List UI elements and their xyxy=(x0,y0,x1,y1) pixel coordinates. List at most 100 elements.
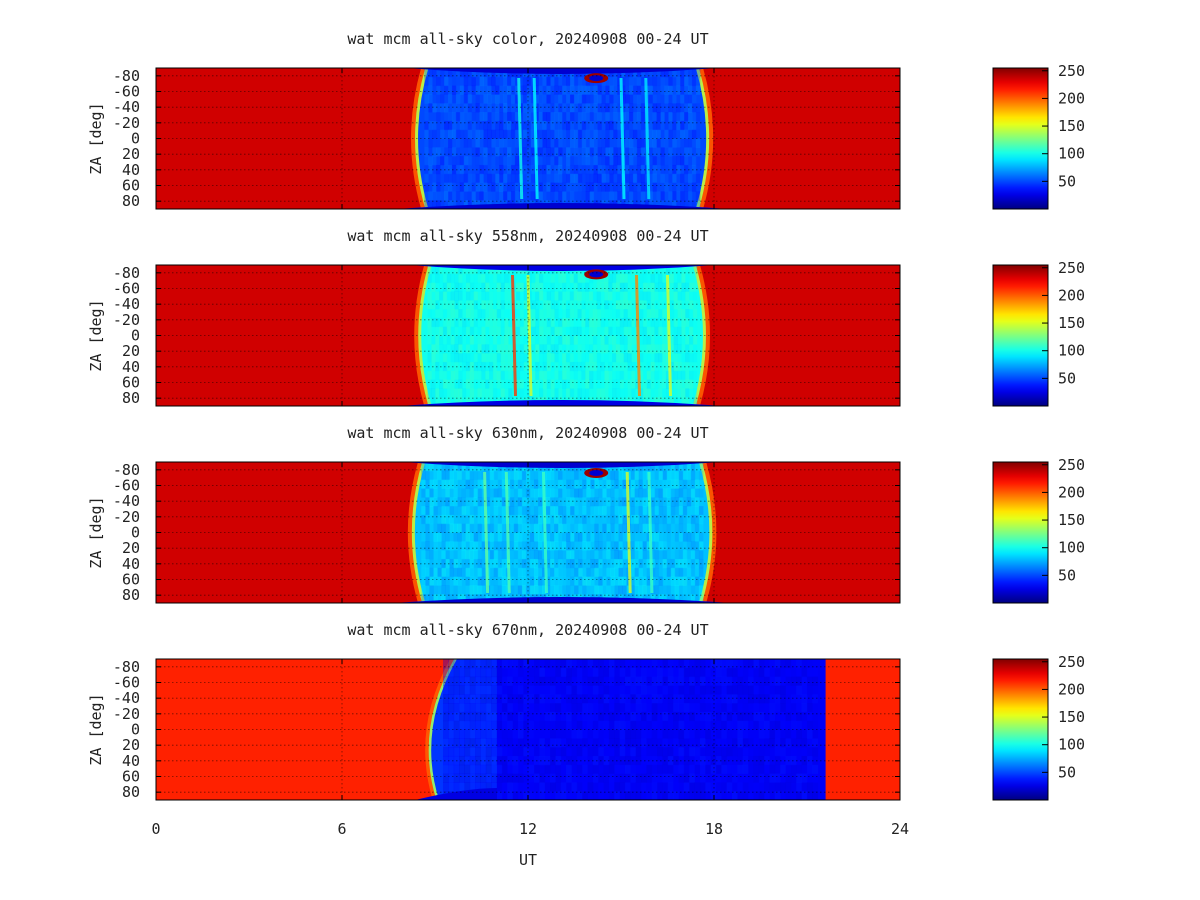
x-tick-label: 24 xyxy=(891,820,909,838)
colorbar-tick-label: 100 xyxy=(1058,342,1085,360)
x-axis: 0 6 12 18 24 UT xyxy=(151,820,909,869)
grid xyxy=(156,462,900,603)
colorbar-tick-label: 50 xyxy=(1058,566,1076,584)
night-region xyxy=(421,265,703,406)
streak xyxy=(511,274,517,397)
grid xyxy=(156,68,900,209)
x-tick-label: 0 xyxy=(151,820,160,838)
x-tick-label: 6 xyxy=(337,820,346,838)
x-tick-label: 12 xyxy=(519,820,537,838)
y-tick-label: 80 xyxy=(122,783,140,801)
y-tick-label: 80 xyxy=(122,389,140,407)
colorbar-tick-label: 150 xyxy=(1058,117,1085,135)
night-region xyxy=(418,68,707,209)
y-tick-label: -40 xyxy=(113,295,140,313)
colorbar-4: 50 100 150 200 250 xyxy=(992,653,1085,801)
y-tick-label: -60 xyxy=(113,477,140,495)
grid xyxy=(156,265,900,406)
y-tick-label: -80 xyxy=(113,658,140,676)
streak xyxy=(644,77,651,200)
y-tick-label: 40 xyxy=(122,555,140,573)
panel-title: wat mcm all-sky 558nm, 20240908 00-24 UT xyxy=(347,227,708,245)
y-tick-label: 0 xyxy=(131,524,140,542)
colorbar-tick-label: 150 xyxy=(1058,708,1085,726)
y-tick-label: 0 xyxy=(131,327,140,345)
colorbar-tick-label: 50 xyxy=(1058,763,1076,781)
y-tick-label: 60 xyxy=(122,571,140,589)
y-tick-label: 80 xyxy=(122,586,140,604)
colorbar-gradient xyxy=(992,264,1049,407)
y-tick-label: 20 xyxy=(122,342,140,360)
panel-title: wat mcm all-sky color, 20240908 00-24 UT xyxy=(347,30,708,48)
panel-4: wat mcm all-sky 670nm, 20240908 00-24 UT… xyxy=(87,621,901,801)
bright-spot-core xyxy=(589,75,604,82)
y-tick-label: 20 xyxy=(122,736,140,754)
y-tick-label: 0 xyxy=(131,721,140,739)
night-texture xyxy=(424,68,701,209)
colorbar-tick-label: 250 xyxy=(1058,259,1085,277)
streak xyxy=(647,471,654,594)
y-axis-label: ZA [deg] xyxy=(87,693,105,765)
bright-spot-core xyxy=(589,271,604,278)
y-tick-label: -20 xyxy=(113,114,140,132)
colorbar-tick-label: 150 xyxy=(1058,511,1085,529)
y-axis-label: ZA [deg] xyxy=(87,496,105,568)
y-axis-label: ZA [deg] xyxy=(87,299,105,371)
y-tick-label: -80 xyxy=(113,461,140,479)
y-axis-label: ZA [deg] xyxy=(87,102,105,174)
y-tick-label: -20 xyxy=(113,508,140,526)
colorbar-3: 50 100 150 200 250 xyxy=(992,456,1085,604)
colorbar-tick-label: 250 xyxy=(1058,456,1085,474)
y-tick-label: 40 xyxy=(122,358,140,376)
bottom-limb xyxy=(415,788,497,800)
top-limb xyxy=(406,68,718,74)
colorbar-tick-label: 250 xyxy=(1058,62,1085,80)
colorbar-gradient xyxy=(992,461,1049,604)
streak xyxy=(619,77,626,200)
streak xyxy=(504,471,511,594)
y-tick-label: -40 xyxy=(113,689,140,707)
bright-spot-core xyxy=(589,469,604,476)
y-tick-label: -40 xyxy=(113,492,140,510)
y-tick-label: -20 xyxy=(113,311,140,329)
x-tick-label: 18 xyxy=(705,820,723,838)
streak xyxy=(635,274,641,397)
y-tick-label: -60 xyxy=(113,83,140,101)
colorbar-tick-label: 100 xyxy=(1058,539,1085,557)
y-tick-label: -40 xyxy=(113,98,140,116)
panel-2: wat mcm all-sky 558nm, 20240908 00-24 UT… xyxy=(87,227,901,407)
top-limb xyxy=(409,265,715,271)
colorbar-2: 50 100 150 200 250 xyxy=(992,259,1085,407)
colorbar-tick-label: 100 xyxy=(1058,145,1085,163)
colorbar-tick-label: 150 xyxy=(1058,314,1085,332)
y-tick-label: -60 xyxy=(113,674,140,692)
colorbar-tick-label: 50 xyxy=(1058,172,1076,190)
colorbars: 50 100 150 200 250 50 100 150 200 250 50 100 150 200 2… xyxy=(992,62,1085,801)
bottom-limb xyxy=(396,203,728,209)
y-tick-label: -80 xyxy=(113,67,140,85)
y-tick-label: -80 xyxy=(113,264,140,282)
bottom-limb xyxy=(399,400,725,406)
y-tick-label: 20 xyxy=(122,145,140,163)
x-axis-label: UT xyxy=(519,851,537,869)
colorbar-1: 50 100 150 200 250 xyxy=(992,62,1085,210)
colorbar-tick-label: 200 xyxy=(1058,286,1085,304)
y-tick-label: 80 xyxy=(122,192,140,210)
y-tick-label: 60 xyxy=(122,177,140,195)
panel-title: wat mcm all-sky 630nm, 20240908 00-24 UT xyxy=(347,424,708,442)
colorbar-gradient xyxy=(992,67,1049,210)
y-tick-label: -20 xyxy=(113,705,140,723)
streak xyxy=(483,471,490,594)
y-tick-label: 60 xyxy=(122,374,140,392)
panel-3: wat mcm all-sky 630nm, 20240908 00-24 UT… xyxy=(87,424,901,604)
colorbar-gradient xyxy=(992,658,1049,801)
bottom-limb xyxy=(393,597,731,603)
colorbar-tick-label: 200 xyxy=(1058,483,1085,501)
panel-title: wat mcm all-sky 670nm, 20240908 00-24 UT xyxy=(347,621,708,639)
panels: wat mcm all-sky color, 20240908 00-24 UT… xyxy=(87,30,901,801)
top-limb xyxy=(403,462,721,468)
y-tick-label: 40 xyxy=(122,752,140,770)
y-tick-label: 40 xyxy=(122,161,140,179)
night-texture xyxy=(443,659,819,800)
